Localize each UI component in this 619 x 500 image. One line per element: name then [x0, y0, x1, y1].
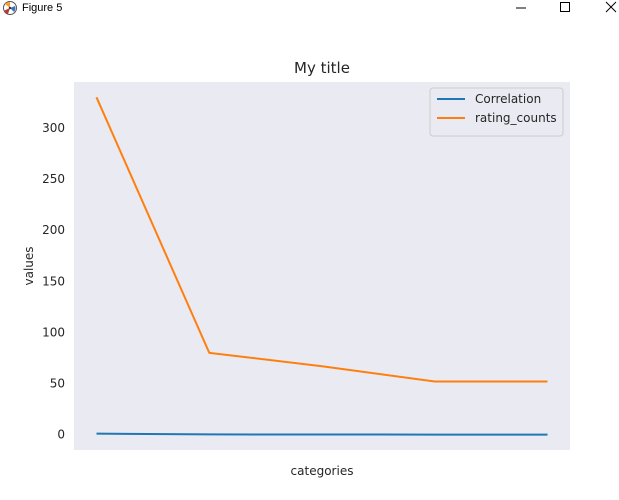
- x-axis-label: categories: [291, 464, 354, 478]
- close-icon: [605, 1, 617, 13]
- y-tick-label: 200: [42, 223, 65, 237]
- series-line-rating-counts: [95, 96, 548, 383]
- plot-area: [74, 82, 570, 450]
- y-axis-ticks: 0 50 100 150 200 250 300: [42, 121, 65, 442]
- y-tick-label: 50: [50, 377, 65, 391]
- maximize-button[interactable]: [542, 0, 588, 16]
- legend: Correlation rating_counts: [429, 87, 564, 137]
- series-lines: [95, 96, 548, 436]
- y-tick-label: 150: [42, 274, 65, 288]
- matplotlib-icon: [2, 0, 18, 16]
- y-tick-label: 0: [57, 428, 65, 442]
- series-line-correlation: [96, 432, 548, 436]
- y-tick-label: 100: [42, 325, 65, 339]
- minimize-icon: [516, 7, 526, 9]
- line-chart: 0 50 100 150 200 250 300 My title categories v…: [22, 59, 570, 478]
- minimize-button[interactable]: [498, 0, 544, 16]
- close-button[interactable]: [588, 0, 619, 16]
- chart-title: My title: [294, 59, 350, 77]
- y-tick-label: 300: [42, 121, 65, 135]
- y-tick-label: 250: [42, 172, 65, 186]
- legend-label: Correlation: [475, 92, 541, 106]
- title-bar: Figure 5: [0, 0, 619, 16]
- legend-label: rating_counts: [475, 111, 557, 125]
- y-axis-label: values: [22, 246, 36, 285]
- window-title: Figure 5: [22, 2, 63, 14]
- maximize-icon: [560, 2, 570, 12]
